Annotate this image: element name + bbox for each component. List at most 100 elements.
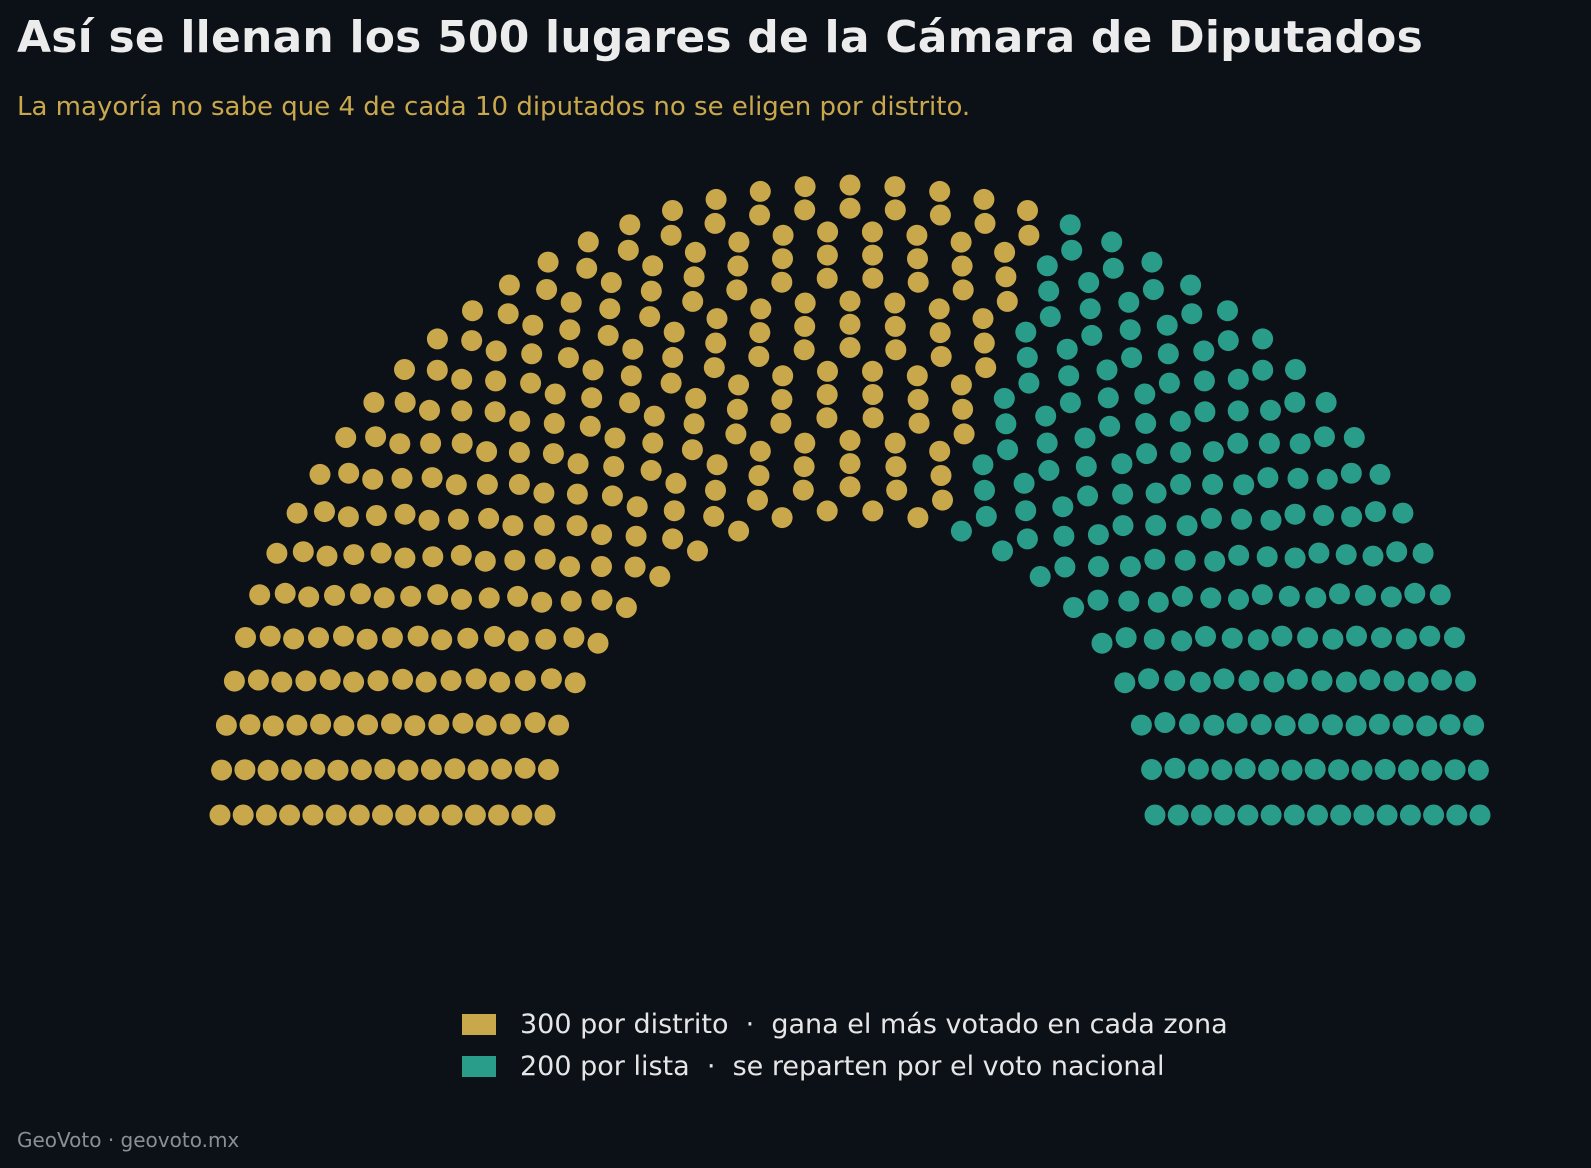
seat-lista bbox=[1383, 670, 1405, 692]
seat-lista bbox=[1315, 391, 1337, 413]
seat-distrito bbox=[316, 545, 338, 567]
seat-lista bbox=[1145, 482, 1167, 504]
seat-distrito bbox=[209, 804, 231, 826]
seat-distrito bbox=[522, 314, 544, 336]
seat-lista bbox=[1298, 713, 1319, 735]
seat-distrito bbox=[365, 505, 387, 526]
seat-lista bbox=[1289, 433, 1311, 455]
seat-lista bbox=[1079, 298, 1101, 320]
seat-distrito bbox=[262, 715, 284, 737]
seat-lista bbox=[1283, 804, 1305, 826]
seat-distrito bbox=[508, 441, 530, 463]
seat-lista bbox=[1351, 759, 1373, 781]
seat-lista bbox=[1200, 507, 1222, 529]
seat-lista bbox=[1271, 625, 1293, 647]
seat-distrito bbox=[643, 405, 665, 427]
seat-lista bbox=[1112, 483, 1134, 505]
seat-distrito bbox=[794, 176, 816, 198]
footer-credit: GeoVoto · geovoto.mx bbox=[17, 1128, 240, 1152]
seat-lista bbox=[1423, 804, 1445, 826]
seat-lista bbox=[1322, 628, 1344, 650]
seat-distrito bbox=[681, 439, 703, 461]
seat-lista bbox=[1444, 627, 1465, 648]
seat-distrito bbox=[930, 465, 952, 486]
seat-distrito bbox=[343, 671, 365, 693]
seat-lista bbox=[1217, 300, 1238, 322]
seat-lista bbox=[1078, 272, 1100, 293]
seat-lista bbox=[1297, 627, 1319, 649]
seat-lista bbox=[1228, 544, 1250, 566]
seat-distrito bbox=[451, 588, 472, 610]
seat-lista bbox=[1386, 541, 1408, 563]
seat-distrito bbox=[624, 556, 646, 578]
seat-distrito bbox=[639, 306, 661, 328]
seat-distrito bbox=[407, 625, 429, 647]
seat-distrito bbox=[952, 279, 974, 301]
seat-distrito bbox=[662, 200, 683, 221]
seat-distrito bbox=[600, 272, 622, 293]
seat-distrito bbox=[426, 359, 448, 381]
seat-lista bbox=[950, 520, 972, 542]
seat-distrito bbox=[447, 508, 469, 530]
seat-distrito bbox=[535, 628, 557, 650]
seat-distrito bbox=[255, 804, 277, 826]
seat-distrito bbox=[337, 506, 359, 528]
seat-lista bbox=[1036, 255, 1058, 277]
seat-distrito bbox=[953, 423, 975, 445]
seat-distrito bbox=[617, 239, 639, 261]
seat-distrito bbox=[544, 383, 566, 405]
seat-lista bbox=[1214, 804, 1236, 826]
seat-lista bbox=[1097, 387, 1119, 409]
seat-lista bbox=[1115, 627, 1137, 649]
legend-item-lista: 200 por lista · se reparten por el voto … bbox=[462, 1045, 1228, 1087]
chart-title: Así se llenan los 500 lugares de la Cáma… bbox=[17, 12, 1423, 63]
seat-distrito bbox=[350, 583, 371, 605]
seat-lista bbox=[1180, 274, 1202, 296]
seat-distrito bbox=[642, 432, 664, 454]
seat-lista bbox=[1204, 550, 1226, 572]
seat-distrito bbox=[507, 630, 529, 652]
seat-distrito bbox=[374, 758, 396, 780]
seat-distrito bbox=[884, 199, 906, 221]
seat-distrito bbox=[907, 248, 928, 270]
seat-distrito bbox=[770, 412, 792, 434]
seat-distrito bbox=[974, 212, 996, 234]
seat-distrito bbox=[356, 628, 378, 650]
seat-distrito bbox=[862, 407, 884, 429]
seat-distrito bbox=[839, 429, 861, 451]
seat-lista bbox=[1260, 509, 1282, 531]
seat-distrito bbox=[350, 759, 372, 781]
seat-lista bbox=[1399, 804, 1421, 826]
seat-distrito bbox=[445, 474, 467, 496]
seat-distrito bbox=[994, 241, 1016, 263]
seat-distrito bbox=[391, 467, 413, 489]
seat-distrito bbox=[591, 556, 612, 577]
seat-lista bbox=[1226, 712, 1248, 734]
seat-distrito bbox=[625, 525, 647, 547]
seat-distrito bbox=[534, 804, 556, 826]
seat-lista bbox=[1467, 759, 1489, 781]
seat-distrito bbox=[660, 372, 682, 394]
seat-distrito bbox=[457, 627, 479, 649]
seat-lista bbox=[1419, 625, 1441, 647]
seat-distrito bbox=[563, 627, 585, 649]
seat-lista bbox=[1144, 548, 1166, 570]
seat-distrito bbox=[461, 330, 483, 352]
seat-lista bbox=[1340, 462, 1362, 484]
seat-lista bbox=[1329, 583, 1350, 605]
seat-distrito bbox=[451, 368, 473, 390]
seat-lista bbox=[1156, 314, 1178, 336]
seat-lista bbox=[1164, 670, 1186, 691]
seat-distrito bbox=[462, 300, 483, 322]
seat-lista bbox=[1063, 597, 1085, 618]
seat-lista bbox=[1374, 758, 1396, 780]
seat-lista bbox=[1118, 291, 1140, 313]
seat-lista bbox=[1112, 515, 1134, 537]
seat-distrito bbox=[419, 399, 440, 421]
seat-lista bbox=[1404, 582, 1426, 604]
seat-distrito bbox=[485, 340, 507, 362]
seat-lista bbox=[1170, 441, 1192, 463]
seat-distrito bbox=[907, 389, 929, 410]
seat-distrito bbox=[576, 257, 598, 279]
seat-lista bbox=[1213, 668, 1235, 690]
